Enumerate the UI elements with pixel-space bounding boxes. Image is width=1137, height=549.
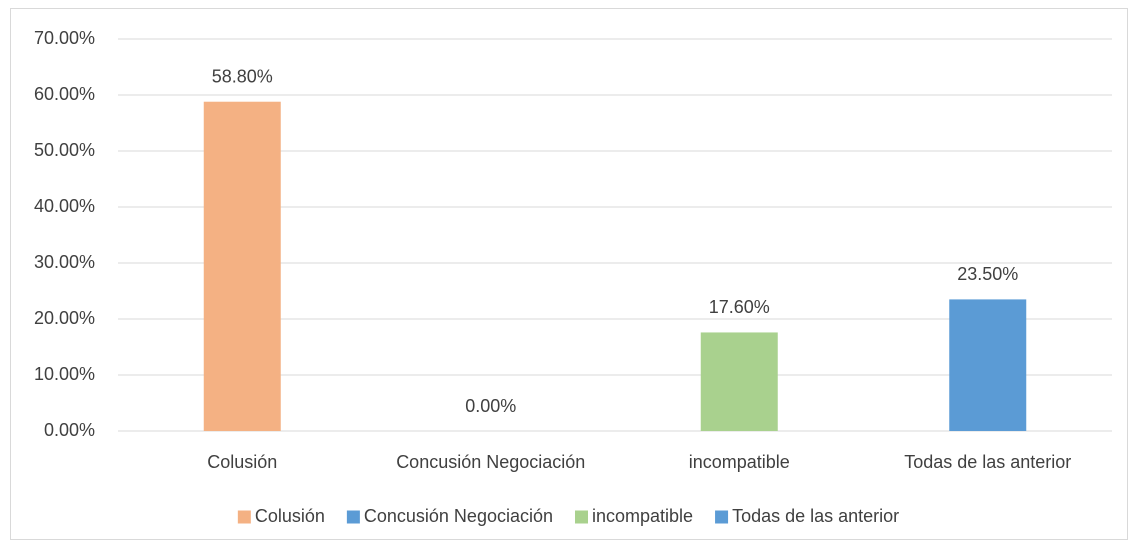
data-label: 58.80% (212, 66, 273, 86)
data-label: 0.00% (465, 396, 516, 416)
bar (203, 101, 281, 431)
legend-label: Concusión Negociación (364, 506, 553, 526)
legend-swatch (346, 510, 360, 524)
bar (700, 332, 778, 431)
x-tick-label: Todas de las anterior (904, 452, 1071, 472)
y-tick-label: 10.00% (34, 364, 95, 384)
y-tick-label: 0.00% (44, 420, 95, 440)
legend-label: Colusión (255, 506, 325, 526)
y-tick-label: 30.00% (34, 252, 95, 272)
legend-swatch (715, 510, 729, 524)
legend-label: incompatible (592, 506, 693, 526)
y-tick-label: 60.00% (34, 84, 95, 104)
y-tick-label: 40.00% (34, 196, 95, 216)
legend-swatch (575, 510, 588, 524)
y-tick-label: 20.00% (34, 308, 95, 328)
y-tick-label: 50.00% (34, 140, 95, 160)
y-tick-label: 70.00% (34, 28, 95, 48)
data-label: 23.50% (957, 264, 1018, 284)
chart-border (10, 8, 1128, 540)
x-tick-label: incompatible (689, 452, 790, 472)
x-tick-label: Colusión (207, 452, 277, 472)
data-label: 17.60% (709, 297, 770, 317)
bar (949, 299, 1027, 431)
x-tick-label: Concusión Negociación (396, 452, 585, 472)
legend-swatch (237, 510, 251, 524)
legend-label: Todas de las anterior (732, 506, 899, 526)
